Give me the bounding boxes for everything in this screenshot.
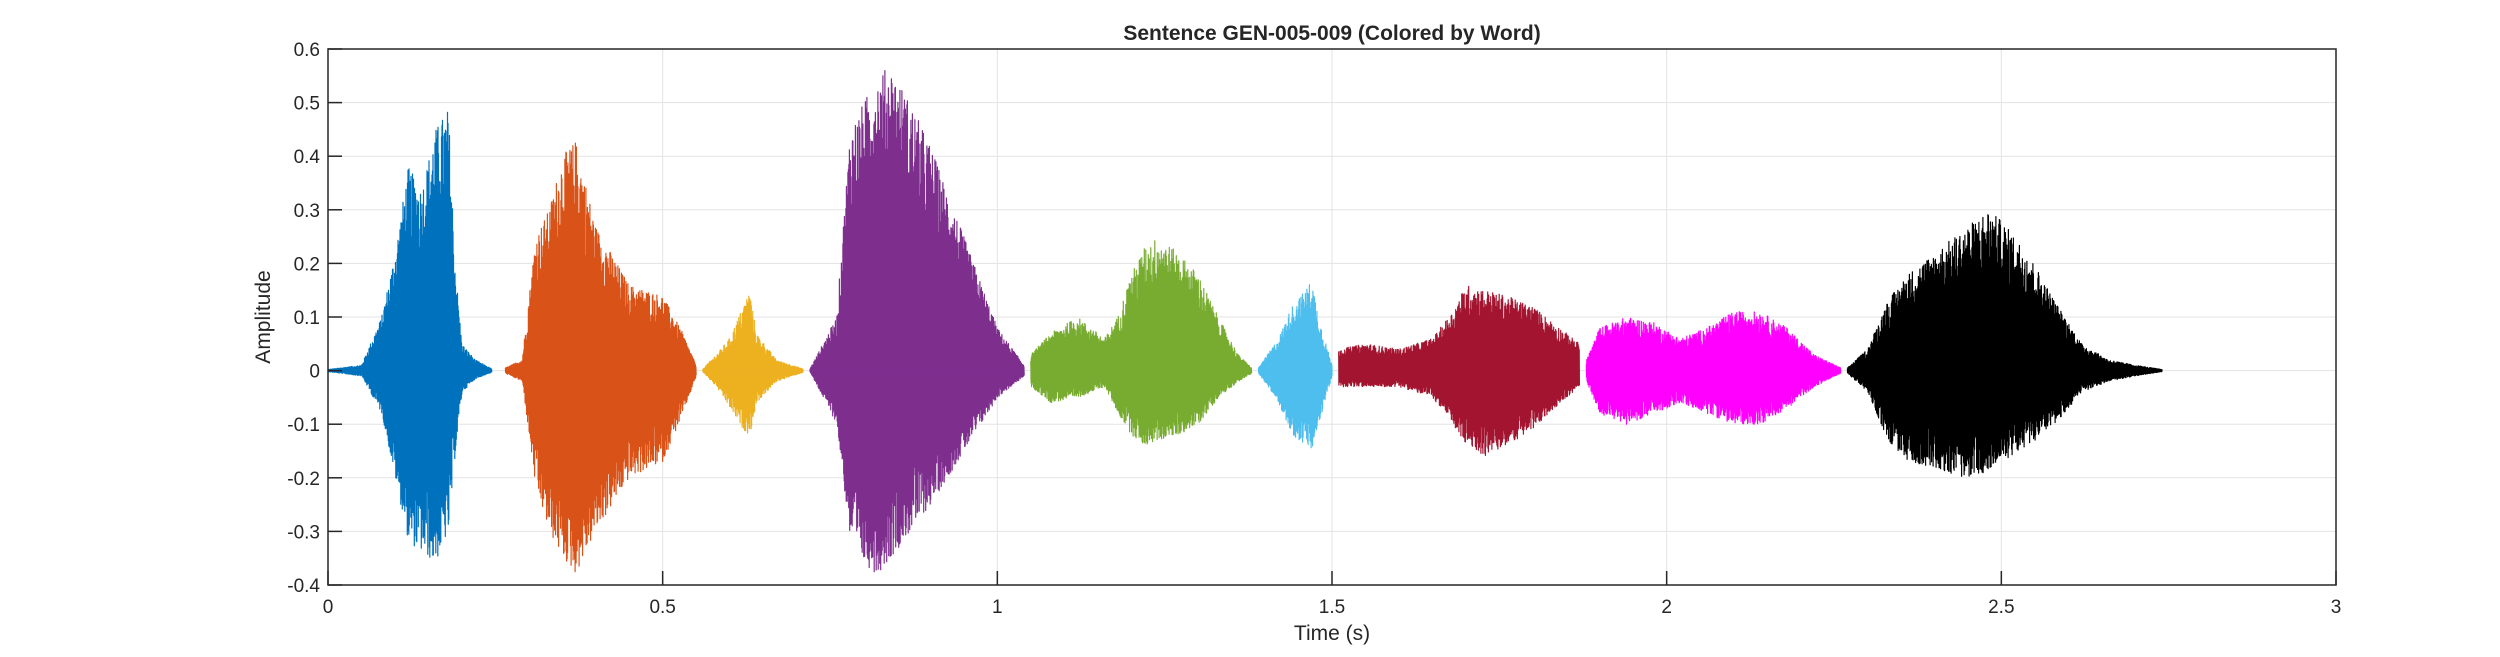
- x-tick-label: 2.5: [1988, 597, 2014, 618]
- x-tick-label: 3: [2331, 597, 2342, 618]
- y-tick-label: 0.2: [294, 254, 320, 275]
- word-waveform-segment: [702, 295, 804, 434]
- x-tick-label: 0: [323, 597, 334, 618]
- y-tick-label: -0.4: [287, 576, 320, 597]
- y-tick-label: 0: [309, 362, 320, 383]
- word-waveform-segment: [809, 70, 1025, 573]
- word-waveform-segment: [327, 111, 493, 558]
- word-waveform-segment: [504, 142, 697, 573]
- x-axis-ticks: 0 0.5 1 1.5 2 2.5 3: [323, 571, 2342, 618]
- word-waveform-segment: [1585, 311, 1842, 425]
- y-tick-label: -0.3: [287, 522, 320, 543]
- x-tick-label: 1.5: [1319, 597, 1345, 618]
- y-tick-label: 0.3: [294, 201, 320, 222]
- y-tick-label: -0.2: [287, 469, 320, 490]
- word-waveform-segment: [1846, 214, 2163, 477]
- x-tick-label: 1: [992, 597, 1003, 618]
- y-axis-label: Amplitude: [252, 270, 275, 363]
- y-tick-label: 0.6: [294, 40, 320, 61]
- word-waveform-segment: [1338, 285, 1580, 456]
- x-tick-label: 2: [1661, 597, 1672, 618]
- y-tick-label: 0.5: [294, 94, 320, 115]
- y-tick-label: 0.4: [294, 147, 321, 168]
- y-tick-label: 0.1: [294, 308, 320, 329]
- word-waveform-segment: [1257, 284, 1333, 449]
- x-tick-label: 0.5: [649, 597, 675, 618]
- y-axis-ticks: -0.4 -0.3 -0.2 -0.1 0 0.1 0.2 0.3 0.4 0.5 0.6: [287, 40, 342, 597]
- waveform-series: [327, 70, 2163, 573]
- y-tick-label: -0.1: [287, 415, 320, 436]
- chart-title: Sentence GEN-005-009 (Colored by Word): [1123, 22, 1540, 45]
- x-axis-label: Time (s): [1294, 622, 1370, 645]
- word-waveform-segment: [1030, 240, 1253, 445]
